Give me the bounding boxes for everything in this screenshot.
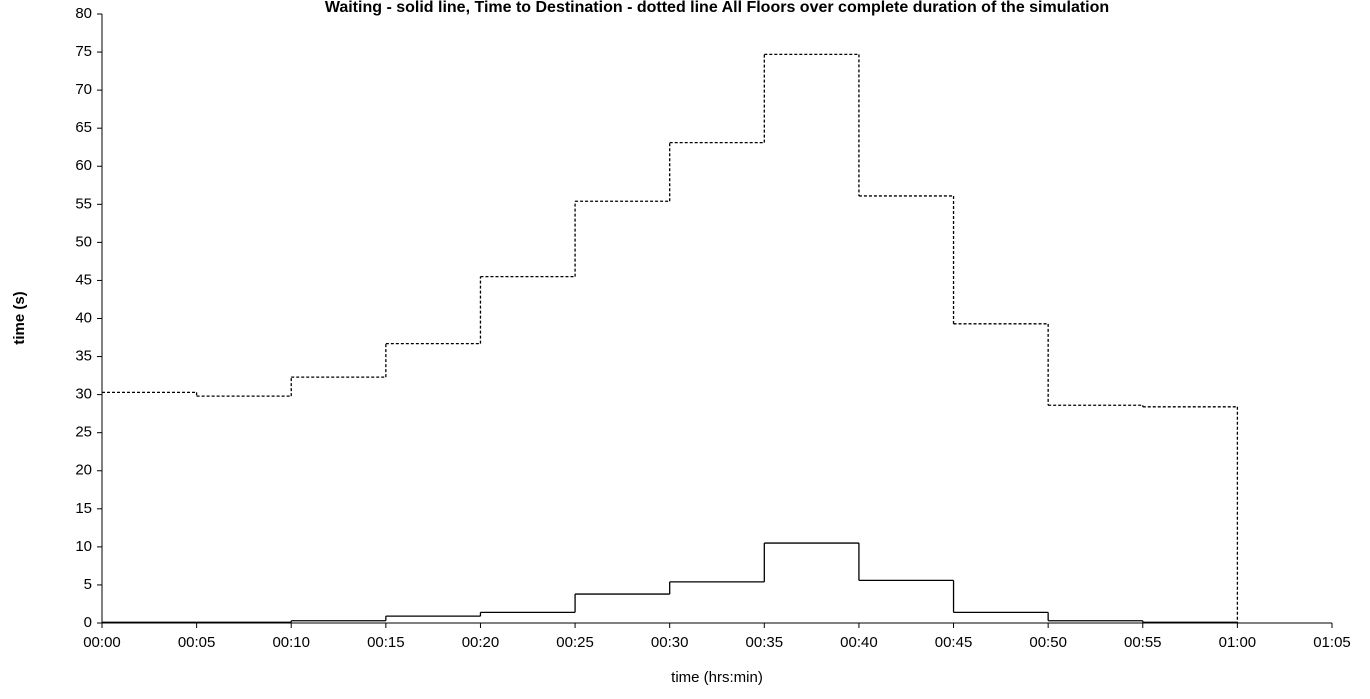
y-tick-label: 75 [75, 43, 92, 60]
y-tick-label: 30 [75, 386, 92, 403]
x-tick-label: 00:15 [367, 634, 405, 651]
x-tick-label: 00:35 [746, 634, 784, 651]
y-axis-label: time (s) [11, 291, 28, 344]
y-tick-label: 45 [75, 271, 92, 288]
y-tick-label: 80 [75, 5, 92, 22]
chart-title: Waiting - solid line, Time to Destinatio… [325, 0, 1109, 16]
x-tick-label: 00:00 [83, 634, 121, 651]
y-tick-label: 60 [75, 157, 92, 174]
y-tick-label: 15 [75, 500, 92, 517]
x-tick-label: 00:05 [178, 634, 216, 651]
y-tick-label: 25 [75, 424, 92, 441]
y-tick-label: 50 [75, 233, 92, 250]
x-tick-label: 00:45 [935, 634, 973, 651]
x-tick-label: 00:50 [1029, 634, 1067, 651]
x-axis-label: time (hrs:min) [671, 669, 763, 686]
y-tick-label: 5 [84, 576, 92, 593]
y-tick-label: 55 [75, 195, 92, 212]
x-tick-label: 00:20 [462, 634, 500, 651]
y-tick-label: 35 [75, 348, 92, 365]
x-tick-label: 00:55 [1124, 634, 1162, 651]
x-tick-label: 01:05 [1313, 634, 1351, 651]
y-tick-label: 65 [75, 119, 92, 136]
x-tick-label: 01:00 [1219, 634, 1257, 651]
x-tick-label: 00:25 [556, 634, 594, 651]
y-tick-label: 20 [75, 462, 92, 479]
y-tick-label: 40 [75, 309, 92, 326]
x-tick-label: 00:10 [272, 634, 310, 651]
x-tick-label: 00:30 [651, 634, 689, 651]
x-tick-label: 00:40 [840, 634, 878, 651]
y-tick-label: 10 [75, 538, 92, 555]
y-tick-label: 0 [84, 614, 92, 631]
y-tick-label: 70 [75, 81, 92, 98]
